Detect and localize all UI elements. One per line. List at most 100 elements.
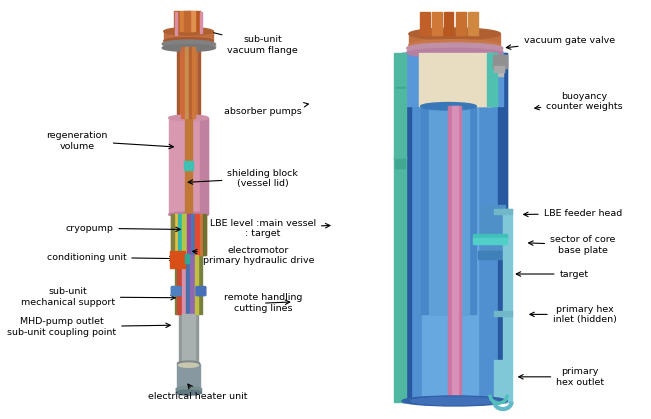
Text: absorber pumps: absorber pumps [224,103,309,116]
Text: shielding block
(vessel lid): shielding block (vessel lid) [188,168,298,188]
Bar [203,215,206,255]
Bar [419,53,492,106]
Ellipse shape [169,115,208,121]
Ellipse shape [164,28,214,35]
Bar [195,215,199,255]
Bar [449,106,461,402]
Bar [394,156,406,402]
Bar [406,52,503,106]
Bar [187,215,190,255]
Text: buoyancy
counter weights: buoyancy counter weights [534,92,623,111]
Text: regeneration
volume: regeneration volume [46,131,173,150]
Text: LBE level :main vessel
: target: LBE level :main vessel : target [210,219,330,238]
Bar [182,313,195,366]
Bar [456,12,466,35]
Bar [189,10,195,31]
Bar [395,159,405,168]
Bar [402,53,411,402]
Text: primary hex
inlet (hidden): primary hex inlet (hidden) [530,305,616,324]
Text: cryopump: cryopump [66,224,180,233]
Bar [487,53,497,106]
Bar [164,31,214,41]
Bar [178,47,200,118]
Bar [478,251,508,259]
Bar [406,52,503,106]
Bar [396,87,405,93]
Text: electromotor
primary hydraulic drive: electromotor primary hydraulic drive [193,246,314,265]
Bar [493,55,506,68]
Ellipse shape [164,38,214,44]
Text: primary
hex outlet: primary hex outlet [519,367,604,386]
Bar [494,360,503,402]
Bar [174,215,178,255]
Bar [394,53,406,89]
Ellipse shape [402,396,507,406]
Ellipse shape [169,212,208,217]
Text: MHD-pump outlet
sub-unit coupling point: MHD-pump outlet sub-unit coupling point [7,317,171,336]
Bar [494,210,512,214]
Ellipse shape [409,28,501,40]
Bar [175,255,202,313]
Bar [180,47,197,118]
Bar [176,388,201,393]
Bar [186,255,190,313]
Bar [178,215,182,255]
Bar [473,238,507,243]
Text: remote handling
cutting lines: remote handling cutting lines [224,293,302,313]
Bar [473,234,507,239]
Bar [420,12,430,35]
Bar [181,47,184,118]
Bar [419,53,492,106]
Bar [178,255,181,313]
Bar [452,106,458,402]
Bar [487,53,497,106]
Bar [422,53,478,402]
Bar [428,106,469,313]
FancyBboxPatch shape [196,287,206,296]
Bar [494,66,504,72]
Bar [443,12,454,35]
Bar [432,12,442,35]
Bar [174,10,180,31]
Text: electrical heater unit: electrical heater unit [148,384,247,401]
Bar [182,215,186,255]
Bar [189,47,191,118]
Bar [494,311,512,316]
Bar [493,55,506,68]
Ellipse shape [176,390,201,395]
Bar [170,251,185,268]
Bar [421,106,477,313]
Bar [195,255,199,313]
Bar [185,47,188,118]
Ellipse shape [411,397,498,405]
Text: vacuum gate valve: vacuum gate valve [506,36,615,49]
Bar [182,255,186,313]
FancyBboxPatch shape [171,287,181,296]
Ellipse shape [178,361,200,366]
Bar [503,210,512,402]
Bar [178,313,199,366]
Bar [180,10,187,31]
Ellipse shape [178,363,199,367]
Bar [402,53,507,402]
Bar [185,253,189,263]
Bar [468,12,478,35]
Ellipse shape [162,40,215,48]
Bar [175,12,178,35]
Bar [190,255,194,313]
Bar [171,215,206,255]
Ellipse shape [162,45,215,52]
Bar [169,118,208,215]
Text: sub-unit
mechanical support: sub-unit mechanical support [21,287,175,307]
Text: conditioning unit: conditioning unit [47,253,174,262]
Bar [498,53,507,402]
Bar [171,215,174,255]
Bar [184,161,193,170]
Bar [480,205,505,255]
Bar [200,12,202,33]
Bar [200,215,203,255]
Bar [194,10,201,31]
Bar [184,10,190,31]
Bar [394,89,406,160]
Ellipse shape [176,386,201,392]
